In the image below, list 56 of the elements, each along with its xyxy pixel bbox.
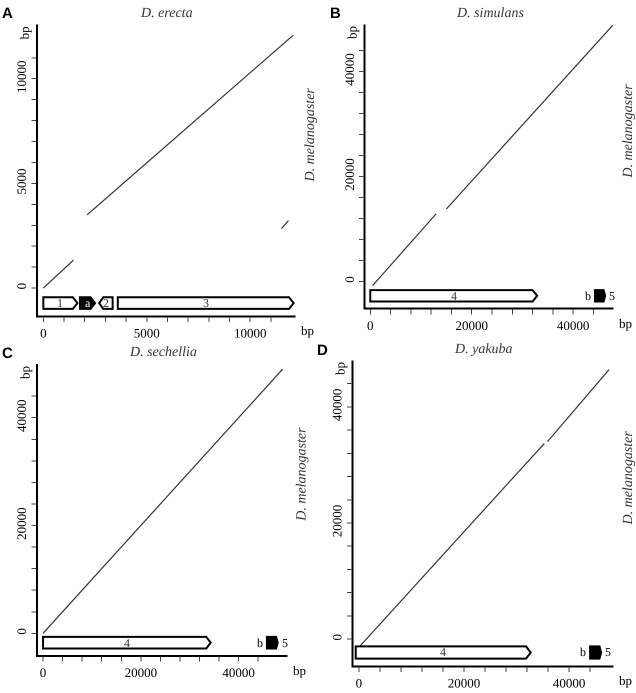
text: D	[317, 342, 328, 359]
x-tick-label: 20000	[455, 318, 488, 334]
chart-title: D. simulans	[456, 6, 524, 21]
x-tick-label: 40000	[556, 318, 590, 334]
band-label: 4	[124, 636, 130, 650]
y-tick-label: 40000	[14, 400, 30, 432]
text: C	[2, 345, 13, 362]
y2-axis-title: D. melanogaster	[621, 84, 636, 179]
x-tick-label: 5000	[134, 326, 160, 341]
y-tick-label: 20000	[330, 504, 345, 538]
x-tick-label: 20000	[124, 665, 158, 680]
y-tick-label: 20000	[14, 507, 30, 540]
y-tick-label: 40000	[330, 388, 345, 422]
y-tick-label: 0	[14, 282, 30, 290]
text: A	[2, 5, 13, 22]
y-tick-label: 5000	[14, 168, 30, 194]
chart-title: D. sechellia	[129, 345, 197, 360]
band-label: 5	[282, 636, 288, 650]
x-tick-label: 40000	[552, 676, 586, 691]
chart-title: D. erecta	[140, 6, 193, 21]
band-label: 4	[451, 289, 457, 303]
y-axis-title: bp	[344, 26, 360, 39]
band-label: 3	[203, 296, 209, 310]
band-label: 5	[605, 645, 611, 659]
x-tick-label: 10000	[234, 326, 266, 341]
x-tick-label: 0	[367, 318, 374, 334]
y-axis-title: bp	[16, 26, 32, 40]
y-tick-label: 0	[330, 634, 345, 640]
band-label: 1	[57, 296, 63, 310]
band-label: a	[85, 296, 91, 310]
band-label: b	[580, 645, 586, 659]
band-label: 5	[609, 289, 615, 303]
y2-axis-title: D. melanogaster	[621, 430, 636, 526]
band-label: b	[257, 636, 263, 650]
x-axis-title: bp	[293, 663, 306, 678]
text: B	[330, 5, 341, 22]
y-tick-label: 40000	[342, 53, 357, 86]
y2-axis-title: D. melanogaster	[303, 88, 318, 182]
x-tick-label: 0	[40, 326, 47, 341]
x-tick-label: 20000	[448, 676, 480, 691]
x-axis-title: bp	[301, 323, 314, 338]
y2-axis-title: D. melanogaster	[294, 426, 310, 522]
y-tick-label: 10000	[14, 60, 30, 93]
band-label: 4	[440, 645, 446, 659]
x-axis-title: bp	[619, 673, 632, 688]
y-tick-label: 20000	[342, 158, 357, 191]
y-axis-title: bp	[332, 362, 348, 375]
y-tick-label: 0	[342, 276, 357, 283]
x-axis-title: bp	[619, 316, 632, 331]
y-tick-label: 0	[14, 628, 30, 635]
x-tick-label: 40000	[222, 665, 255, 680]
y-axis-title: bp	[17, 366, 32, 379]
band-label: 2	[103, 296, 109, 310]
chart-title: D. yakuba	[454, 342, 513, 357]
band-label: b	[585, 289, 591, 303]
x-tick-label: 0	[40, 665, 46, 680]
